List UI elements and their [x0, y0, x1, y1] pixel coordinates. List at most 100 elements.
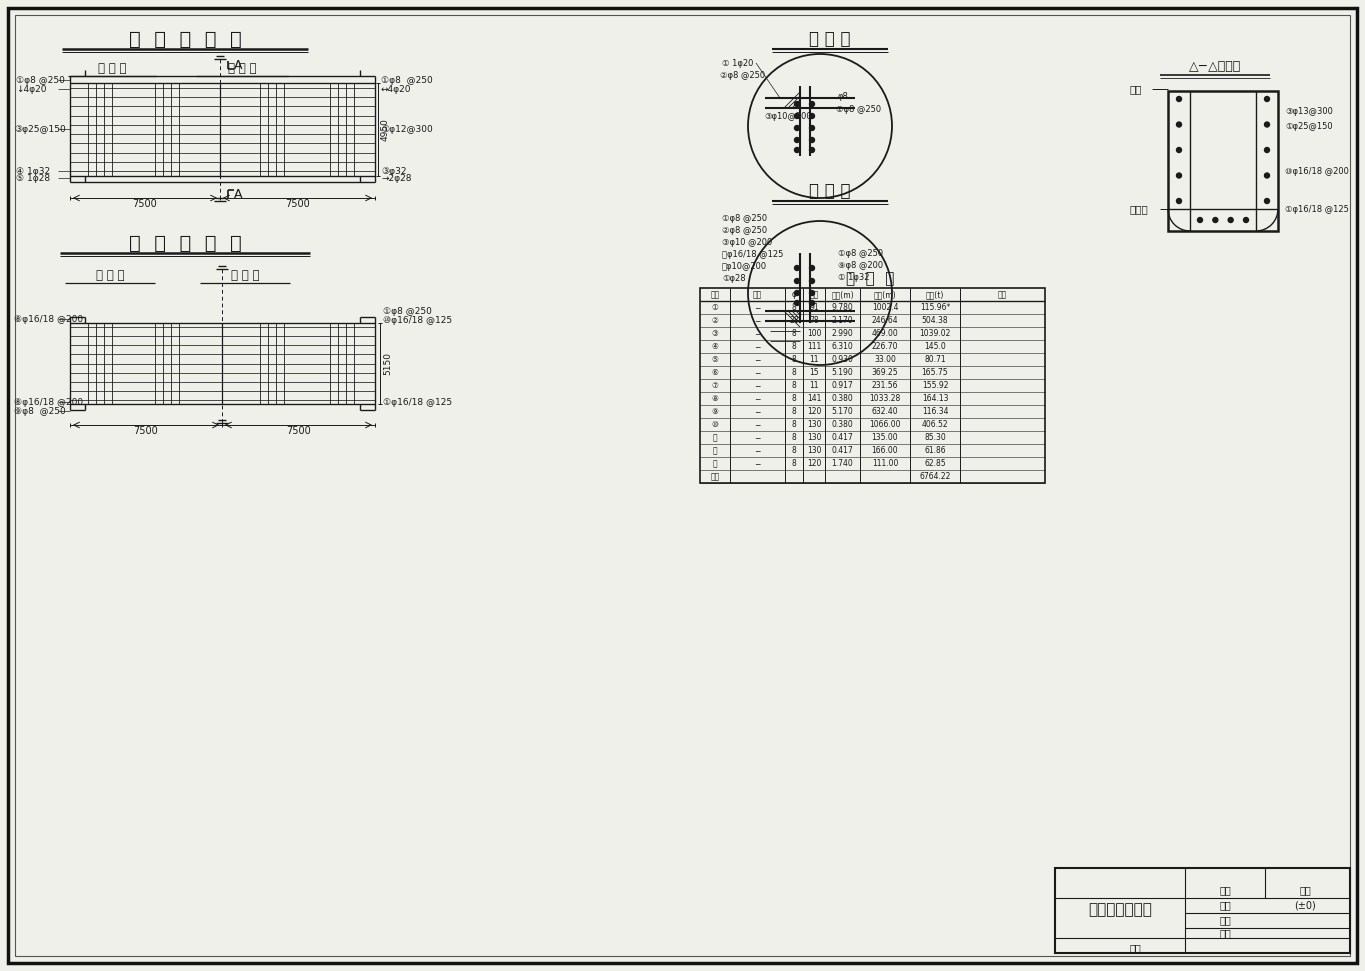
Text: 0.380: 0.380 — [831, 394, 853, 403]
Text: φ: φ — [792, 290, 797, 299]
Text: 图号: 图号 — [1219, 900, 1231, 910]
Circle shape — [809, 279, 815, 284]
Text: ①φ8 @250: ①φ8 @250 — [838, 249, 883, 257]
Circle shape — [1177, 122, 1182, 127]
Text: 7500: 7500 — [132, 199, 157, 209]
Text: 大样二: 大样二 — [1130, 204, 1149, 214]
Bar — [1168, 91, 1278, 231]
Text: ①: ① — [711, 303, 718, 312]
Text: ─: ─ — [755, 394, 760, 403]
Text: ①φ16/18 @125: ①φ16/18 @125 — [1284, 205, 1349, 214]
Text: 135.00: 135.00 — [872, 433, 898, 442]
Text: 1066.00: 1066.00 — [870, 420, 901, 429]
Text: ⑤ 1φ28: ⑤ 1φ28 — [16, 174, 51, 183]
Text: ⑨φ8 @200: ⑨φ8 @200 — [838, 260, 883, 270]
Text: 0.417: 0.417 — [831, 446, 853, 455]
Text: 审核: 审核 — [1219, 928, 1231, 938]
Circle shape — [1177, 198, 1182, 204]
Text: 111: 111 — [807, 342, 822, 351]
Text: 120: 120 — [807, 407, 822, 416]
Text: ⑤: ⑤ — [711, 355, 718, 364]
Text: 1033.28: 1033.28 — [870, 394, 901, 403]
Text: ①φ8 @250: ①φ8 @250 — [16, 76, 66, 84]
Text: 5.190: 5.190 — [831, 368, 853, 377]
Text: 8: 8 — [792, 407, 796, 416]
Text: 91: 91 — [809, 303, 819, 312]
Text: 165.75: 165.75 — [921, 368, 949, 377]
Text: 长度(m): 长度(m) — [831, 290, 854, 299]
Text: ↔4φ20: ↔4φ20 — [381, 84, 411, 93]
Circle shape — [809, 102, 815, 107]
Text: ①φ16/18 @125: ①φ16/18 @125 — [384, 397, 452, 407]
Text: 155.92: 155.92 — [921, 381, 949, 390]
Text: 2.990: 2.990 — [831, 329, 853, 338]
Text: 迎 水 面: 迎 水 面 — [96, 269, 124, 282]
Text: 469.00: 469.00 — [872, 329, 898, 338]
Text: 0.917: 0.917 — [831, 381, 853, 390]
Text: 78: 78 — [809, 316, 819, 325]
Text: ①φ8 @250: ①φ8 @250 — [835, 105, 882, 114]
Text: ③φ13@300: ③φ13@300 — [1284, 107, 1332, 116]
Text: 8: 8 — [792, 420, 796, 429]
Text: ⑧: ⑧ — [711, 394, 718, 403]
Text: 背 水 面: 背 水 面 — [231, 269, 259, 282]
Text: 8: 8 — [792, 368, 796, 377]
Text: 85.30: 85.30 — [924, 433, 946, 442]
Text: 8: 8 — [792, 329, 796, 338]
Text: 130: 130 — [807, 446, 822, 455]
Circle shape — [809, 148, 815, 152]
Text: 渡槽槽身配筋图: 渡槽槽身配筋图 — [1088, 902, 1152, 918]
Circle shape — [1264, 122, 1269, 127]
Text: 406.52: 406.52 — [921, 420, 949, 429]
Text: 1002.4: 1002.4 — [872, 303, 898, 312]
Text: 115.96*: 115.96* — [920, 303, 950, 312]
Text: 33.00: 33.00 — [874, 355, 895, 364]
Text: ⑨φ8  @250: ⑨φ8 @250 — [14, 407, 66, 416]
Text: 0.417: 0.417 — [831, 433, 853, 442]
Text: ③: ③ — [711, 329, 718, 338]
Text: ③φ10 @200: ③φ10 @200 — [722, 238, 773, 247]
Circle shape — [1264, 173, 1269, 178]
Text: 8: 8 — [792, 342, 796, 351]
Circle shape — [794, 125, 800, 130]
Text: ⑥: ⑥ — [711, 368, 718, 377]
Text: 145.0: 145.0 — [924, 342, 946, 351]
Text: 复算: 复算 — [1299, 885, 1310, 895]
Text: ③φ25@150: ③φ25@150 — [14, 124, 66, 133]
Text: ①φ8 @250: ①φ8 @250 — [722, 214, 767, 222]
Circle shape — [1244, 218, 1249, 222]
Text: 111.00: 111.00 — [872, 459, 898, 468]
Text: ③φ32: ③φ32 — [381, 166, 407, 176]
Text: ⑨: ⑨ — [711, 407, 718, 416]
Circle shape — [1177, 173, 1182, 178]
Text: 1039.02: 1039.02 — [919, 329, 950, 338]
Text: △−△剖面图: △−△剖面图 — [1189, 59, 1241, 73]
Text: 28: 28 — [789, 316, 799, 325]
Text: 6764.22: 6764.22 — [919, 472, 950, 481]
Text: 2.170: 2.170 — [831, 316, 853, 325]
Text: ─: ─ — [755, 355, 760, 364]
Circle shape — [794, 290, 800, 295]
Text: ↓4φ20: ↓4φ20 — [16, 84, 46, 93]
Circle shape — [794, 102, 800, 107]
Text: 编号: 编号 — [710, 290, 719, 299]
Text: ①φ28: ①φ28 — [722, 274, 745, 283]
Text: ─: ─ — [755, 459, 760, 468]
Text: 15: 15 — [809, 368, 819, 377]
Text: 141: 141 — [807, 394, 822, 403]
Text: ⑪φ16/18 @125: ⑪φ16/18 @125 — [722, 250, 784, 258]
Circle shape — [809, 138, 815, 143]
Text: 5.170: 5.170 — [831, 407, 853, 416]
Bar — [700, 288, 1046, 483]
Text: ⑬: ⑬ — [713, 459, 718, 468]
Text: ⑫: ⑫ — [713, 446, 718, 455]
Text: 背 水 面: 背 水 面 — [228, 61, 257, 75]
Circle shape — [1197, 218, 1203, 222]
Text: 166.00: 166.00 — [872, 446, 898, 455]
Text: ⑩φ16/18 @200: ⑩φ16/18 @200 — [1284, 166, 1349, 176]
Text: ─: ─ — [755, 342, 760, 351]
Circle shape — [809, 290, 815, 295]
Text: ─: ─ — [755, 329, 760, 338]
Text: A: A — [233, 58, 243, 72]
Text: ①φ12@300: ①φ12@300 — [381, 124, 433, 133]
